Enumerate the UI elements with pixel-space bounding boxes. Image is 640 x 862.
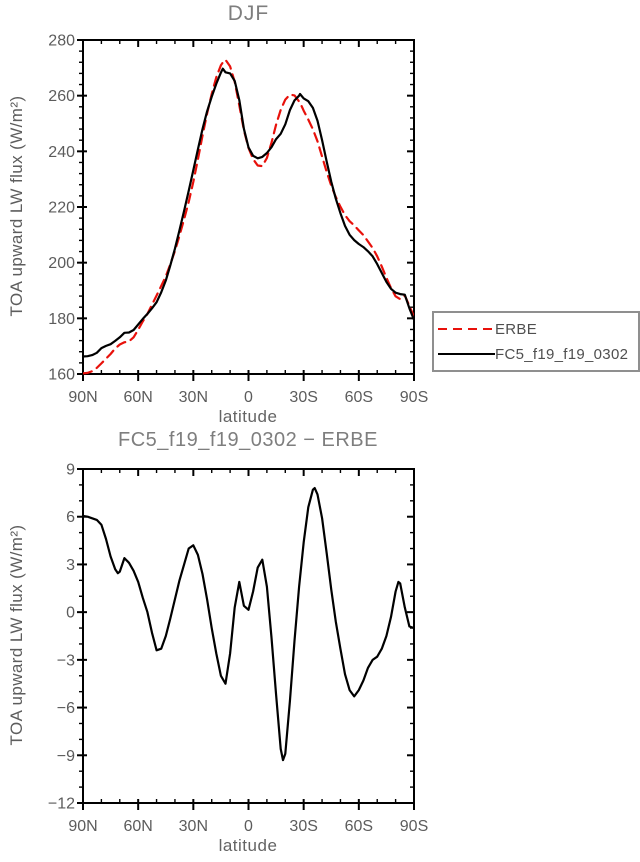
bottom-y-tick-label: 9 — [66, 462, 75, 479]
bottom-chart-y-axis-label: TOA upward LW flux (W/m²) — [7, 524, 26, 746]
top-y-tick-label: 260 — [48, 88, 75, 105]
bottom-x-tick-label: 90N — [68, 818, 97, 835]
top-y-tick-label: 200 — [48, 255, 75, 272]
top-y-tick-label: 160 — [48, 367, 75, 384]
top-y-tick-label: 240 — [48, 144, 75, 161]
bottom-y-tick-label: −9 — [57, 748, 75, 765]
bottom-plot-frame — [82, 468, 415, 804]
bottom-tick-labels: −12 −9 −6 −3 0 3 6 9 90N 60N 30N 0 30S 60S 90S — [48, 462, 428, 836]
bottom-x-tick-label: 0 — [244, 818, 253, 835]
bottom-x-tick-label: 90S — [400, 818, 428, 835]
bottom-y-tick-label: 0 — [66, 605, 75, 622]
bottom-axis-ticks — [77, 468, 415, 810]
bottom-chart: −12 −9 −6 −3 0 3 6 9 90N 60N 30N 0 30S 60S 90S — [48, 462, 428, 836]
bottom-model-curve — [83, 487, 414, 762]
top-y-tick-label: 280 — [48, 33, 75, 50]
top-chart-title: DJF — [227, 2, 270, 25]
top-y-tick-label: 180 — [48, 311, 75, 328]
bottom-x-tick-label: 30S — [289, 818, 317, 835]
top-x-tick-label: 30N — [179, 389, 208, 406]
top-model-curve — [83, 67, 414, 358]
top-x-tick-label: 60S — [345, 389, 373, 406]
top-chart-x-axis-label: latitude — [218, 407, 278, 426]
bottom-x-tick-label: 60N — [123, 818, 152, 835]
top-x-tick-label: 60N — [123, 389, 152, 406]
bottom-y-tick-label: 3 — [66, 557, 75, 574]
legend-item-model: FC5_f19_f19_0302 — [438, 345, 638, 363]
top-x-tick-label: 90N — [68, 389, 97, 406]
top-x-tick-label: 90S — [400, 389, 428, 406]
bottom-y-tick-label: −12 — [48, 796, 75, 813]
top-chart-y-axis-label: TOA upward LW flux (W/m²) — [7, 95, 26, 317]
top-axis-ticks — [77, 39, 415, 381]
bottom-y-tick-label: 6 — [66, 509, 75, 526]
model-solid-line-sample — [438, 352, 495, 356]
top-y-tick-label: 220 — [48, 200, 75, 217]
legend-label-erbe: ERBE — [495, 320, 538, 338]
top-tick-labels: 160 180 200 220 240 260 280 90N 60N 30N 0 30S 60S 90S — [48, 33, 428, 407]
bottom-y-tick-label: −3 — [57, 652, 75, 669]
top-chart: 160 180 200 220 240 260 280 90N 60N 30N 0 30S 60S 90S — [48, 33, 428, 407]
bottom-x-tick-label: 60S — [345, 818, 373, 835]
bottom-chart-x-axis-label: latitude — [218, 836, 278, 855]
erbe-dashed-line-sample — [438, 327, 495, 331]
bottom-x-tick-label: 30N — [179, 818, 208, 835]
top-plot-frame — [82, 39, 415, 375]
top-x-tick-label: 0 — [244, 389, 253, 406]
legend-label-model: FC5_f19_f19_0302 — [495, 345, 629, 363]
bottom-chart-title: FC5_f19_f19_0302 − ERBE — [117, 429, 378, 451]
legend-item-erbe: ERBE — [438, 320, 638, 338]
legend: ERBE FC5_f19_f19_0302 — [432, 311, 640, 372]
top-x-tick-label: 30S — [289, 389, 317, 406]
erbe-curve — [83, 58, 414, 375]
bottom-y-tick-label: −6 — [57, 700, 75, 717]
